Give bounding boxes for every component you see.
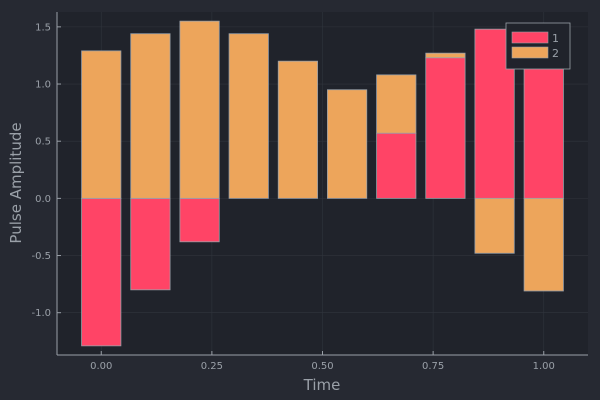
x-tick-label: 0.25 bbox=[201, 361, 223, 372]
y-tick-label: -0.5 bbox=[31, 251, 51, 262]
x-tick-label: 0.50 bbox=[311, 361, 333, 372]
x-ticks: 0.00 0.25 0.50 0.75 1.00 bbox=[90, 351, 555, 372]
legend-box bbox=[505, 22, 571, 70]
bars bbox=[81, 20, 564, 347]
bar-series-1 bbox=[179, 197, 220, 243]
x-tick-label: 0.00 bbox=[90, 361, 112, 372]
legend: 12 bbox=[505, 22, 571, 70]
bar-series-2 bbox=[376, 74, 417, 134]
y-axis-title: Pulse Amplitude bbox=[7, 122, 25, 243]
x-tick-label: 0.75 bbox=[422, 361, 444, 372]
bar-series-2 bbox=[81, 50, 122, 199]
bar-series-1 bbox=[425, 57, 466, 199]
y-ticks: -1.0 -0.5 0.0 0.5 1.0 1.5 bbox=[31, 22, 61, 319]
y-tick-label: 1.5 bbox=[35, 22, 51, 33]
x-axis-title: Time bbox=[303, 376, 341, 394]
bar-series-1 bbox=[130, 197, 171, 291]
y-tick-label: 0.0 bbox=[35, 194, 51, 205]
bar-series-2 bbox=[130, 33, 171, 199]
y-tick-label: -1.0 bbox=[31, 308, 51, 319]
y-tick-label: 0.5 bbox=[35, 137, 51, 148]
bar-series-2 bbox=[228, 33, 269, 199]
bar-series-1 bbox=[81, 197, 122, 347]
legend-swatch-2 bbox=[511, 46, 549, 59]
bar-series-2 bbox=[327, 89, 368, 199]
legend-label-2: 2 bbox=[552, 47, 559, 60]
legend-label-1: 1 bbox=[552, 32, 559, 45]
x-tick-label: 1.00 bbox=[533, 361, 555, 372]
bar-series-2 bbox=[523, 197, 564, 292]
bar-series-2 bbox=[277, 60, 318, 199]
legend-swatch-1 bbox=[511, 31, 549, 44]
bar-series-2 bbox=[425, 52, 466, 59]
bar-series-1 bbox=[376, 132, 417, 199]
y-tick-label: 1.0 bbox=[35, 80, 51, 91]
bar-series-2 bbox=[474, 197, 515, 254]
bar-series-2 bbox=[179, 20, 220, 199]
